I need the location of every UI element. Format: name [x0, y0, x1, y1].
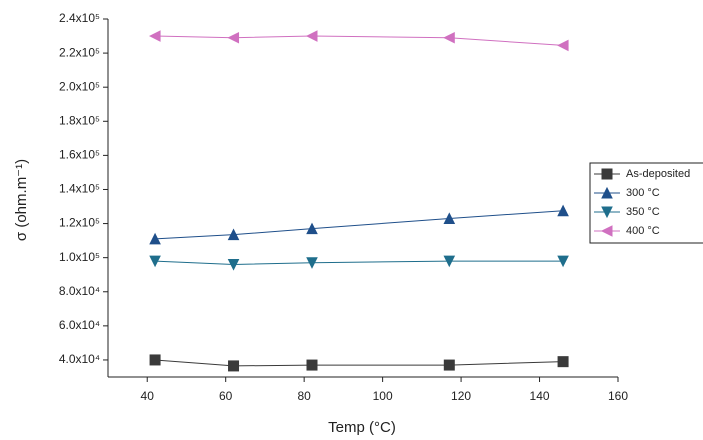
marker [148, 30, 161, 42]
marker [228, 360, 240, 372]
y-axis-title: σ (ohm.m⁻¹) [13, 159, 30, 241]
x-tick-label: 60 [219, 389, 233, 403]
marker [227, 31, 240, 44]
y-tick-label: 1.0x10⁵ [59, 250, 100, 264]
x-tick-label: 80 [297, 389, 311, 403]
legend: As-deposited 300 °C 350 °C 400 °C [589, 162, 703, 244]
legend-label: 350 °C [626, 206, 660, 218]
y-tick-label: 2.2x10⁵ [59, 45, 100, 59]
marker [305, 30, 318, 42]
legend-label: As-deposited [626, 168, 690, 180]
x-tick-label: 100 [373, 389, 393, 403]
marker [443, 359, 455, 371]
y-tick-label: 8.0x10⁴ [59, 284, 100, 298]
y-tick-label: 2.4x10⁵ [59, 11, 100, 25]
marker [443, 31, 455, 44]
x-axis-title: Temp (°C) [328, 419, 396, 436]
y-tick-label: 1.6x10⁵ [59, 148, 100, 162]
legend-label: 400 °C [626, 225, 660, 237]
marker [149, 255, 161, 268]
marker [601, 206, 613, 219]
marker [306, 257, 318, 269]
y-tick-label: 1.8x10⁵ [59, 113, 100, 127]
series-line [155, 210, 564, 240]
series-line [155, 35, 564, 46]
marker [149, 232, 161, 245]
marker [601, 186, 613, 199]
marker [227, 228, 240, 241]
marker [601, 168, 613, 180]
marker [306, 222, 318, 235]
marker [443, 255, 456, 268]
x-tick-label: 140 [530, 389, 550, 403]
y-tick-label: 4.0x10⁴ [59, 352, 100, 366]
marker [600, 225, 613, 237]
marker [149, 354, 161, 366]
marker [443, 212, 456, 224]
x-tick-label: 160 [608, 389, 628, 403]
marker [557, 356, 569, 368]
legend-label: 300 °C [626, 187, 660, 199]
series-line [155, 359, 564, 367]
y-tick-label: 2.0x10⁵ [59, 79, 100, 93]
marker [556, 39, 569, 52]
x-tick-label: 40 [141, 389, 155, 403]
marker [557, 255, 569, 268]
marker [557, 204, 569, 217]
y-tick-label: 1.2x10⁵ [59, 216, 100, 230]
x-tick-label: 120 [451, 389, 471, 403]
marker [227, 258, 240, 271]
y-tick-label: 1.4x10⁵ [59, 182, 100, 196]
series-line [155, 260, 564, 265]
y-tick-label: 6.0x10⁴ [59, 318, 100, 332]
marker [306, 359, 318, 371]
